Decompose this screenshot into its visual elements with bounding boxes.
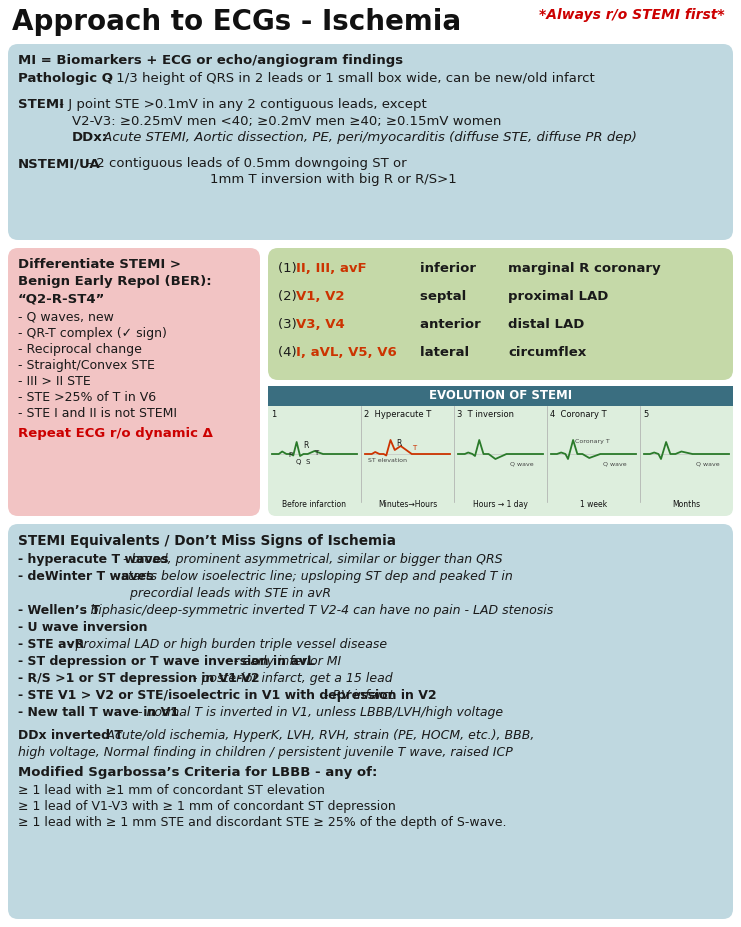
Text: (4): (4) — [278, 346, 301, 359]
Text: 1: 1 — [271, 410, 276, 419]
Text: Hours → 1 day: Hours → 1 day — [473, 500, 528, 509]
FancyBboxPatch shape — [8, 524, 733, 919]
Text: “Q2-R-ST4”: “Q2-R-ST4” — [18, 292, 105, 305]
Text: - deWinter T waves: - deWinter T waves — [18, 570, 153, 583]
FancyBboxPatch shape — [268, 248, 733, 380]
Text: - STE avR: - STE avR — [18, 638, 84, 651]
Text: - early inferior MI: - early inferior MI — [230, 655, 341, 668]
Text: (1): (1) — [278, 262, 301, 275]
Text: R: R — [303, 441, 309, 450]
Text: 3  T inversion: 3 T inversion — [457, 410, 514, 419]
Text: - Straight/Convex STE: - Straight/Convex STE — [18, 359, 155, 372]
Text: marginal R coronary: marginal R coronary — [508, 262, 661, 275]
Text: - 1/3 height of QRS in 2 leads or 1 small box wide, can be new/old infarct: - 1/3 height of QRS in 2 leads or 1 smal… — [103, 72, 595, 85]
Text: Coronary T: Coronary T — [575, 439, 610, 444]
Text: ≥ 1 lead with ≥ 1 mm STE and discordant STE ≥ 25% of the depth of S-wave.: ≥ 1 lead with ≥ 1 mm STE and discordant … — [18, 816, 507, 829]
Text: 4  Coronary T: 4 Coronary T — [550, 410, 607, 419]
Text: V2-V3: ≥0.25mV men <40; ≥0.2mV men ≥40; ≥0.15mV women: V2-V3: ≥0.25mV men <40; ≥0.2mV men ≥40; … — [72, 115, 502, 128]
Text: Approach to ECGs - Ischemia: Approach to ECGs - Ischemia — [12, 8, 461, 36]
Text: - R/S >1 or ST depression in V1-V2: - R/S >1 or ST depression in V1-V2 — [18, 672, 259, 685]
Text: anterior: anterior — [420, 318, 490, 331]
Text: - 2 contiguous leads of 0.5mm downgoing ST or: - 2 contiguous leads of 0.5mm downgoing … — [83, 157, 407, 170]
Text: - proximal LAD or high burden triple vessel disease: - proximal LAD or high burden triple ves… — [64, 638, 388, 651]
Text: - J point STE >0.1mV in any 2 contiguous leads, except: - J point STE >0.1mV in any 2 contiguous… — [55, 98, 427, 111]
Text: precordial leads with STE in avR: precordial leads with STE in avR — [18, 587, 331, 600]
Text: I, aVL, V5, V6: I, aVL, V5, V6 — [296, 346, 396, 359]
Text: S: S — [305, 459, 310, 465]
Text: ≥ 1 lead with ≥1 mm of concordant ST elevation: ≥ 1 lead with ≥1 mm of concordant ST ele… — [18, 784, 325, 797]
Text: - STE >25% of T in V6: - STE >25% of T in V6 — [18, 391, 156, 404]
Text: - Wellen’s T: - Wellen’s T — [18, 604, 100, 617]
Text: 1mm T inversion with big R or R/S>1: 1mm T inversion with big R or R/S>1 — [210, 173, 456, 186]
Text: high voltage, Normal finding in children / persistent juvenile T wave, raised IC: high voltage, Normal finding in children… — [18, 746, 513, 759]
Text: (2): (2) — [278, 290, 301, 303]
Text: EVOLUTION OF STEMI: EVOLUTION OF STEMI — [429, 389, 572, 402]
Text: II, III, avF: II, III, avF — [296, 262, 367, 275]
Bar — [268, 386, 733, 406]
Text: Minutes→Hours: Minutes→Hours — [378, 500, 437, 509]
Text: Q wave: Q wave — [696, 461, 720, 466]
Text: Benign Early Repol (BER):: Benign Early Repol (BER): — [18, 275, 212, 288]
Text: ≥ 1 lead of V1-V3 with ≥ 1 mm of concordant ST depression: ≥ 1 lead of V1-V3 with ≥ 1 mm of concord… — [18, 800, 396, 813]
Text: - Reciprocal change: - Reciprocal change — [18, 343, 142, 356]
Text: - III > II STE: - III > II STE — [18, 375, 90, 388]
Text: 5: 5 — [643, 410, 648, 419]
Text: septal: septal — [420, 290, 485, 303]
Text: (3): (3) — [278, 318, 301, 331]
Text: Q wave: Q wave — [510, 461, 534, 466]
Text: V3, V4: V3, V4 — [296, 318, 345, 331]
Text: circumflex: circumflex — [508, 346, 586, 359]
Text: lateral: lateral — [420, 346, 483, 359]
Text: Q: Q — [296, 459, 302, 465]
Text: Acute STEMI, Aortic dissection, PE, peri/myocarditis (diffuse STE, diffuse PR de: Acute STEMI, Aortic dissection, PE, peri… — [99, 131, 637, 144]
Text: inferior: inferior — [420, 262, 485, 275]
Text: proximal LAD: proximal LAD — [508, 290, 608, 303]
Text: - biphasic/deep-symmetric inverted T V2-4 can have no pain - LAD stenosis: - biphasic/deep-symmetric inverted T V2-… — [79, 604, 554, 617]
Text: - New tall T wave in V1: - New tall T wave in V1 — [18, 706, 179, 719]
Text: T: T — [412, 445, 416, 451]
Text: Repeat ECG r/o dynamic Δ: Repeat ECG r/o dynamic Δ — [18, 427, 213, 440]
Text: - starts below isoelectric line; upsloping ST dep and peaked T in: - starts below isoelectric line; upslopi… — [109, 570, 513, 583]
Text: Q wave: Q wave — [602, 461, 626, 466]
Text: V1, V2: V1, V2 — [296, 290, 345, 303]
Text: -  Acute/old ischemia, HyperK, LVH, RVH, strain (PE, HOCM, etc.), BBB,: - Acute/old ischemia, HyperK, LVH, RVH, … — [90, 729, 534, 742]
Text: - QR-T complex (✓ sign): - QR-T complex (✓ sign) — [18, 327, 167, 340]
FancyBboxPatch shape — [268, 386, 733, 516]
Text: ST elevation: ST elevation — [368, 458, 408, 463]
Text: NSTEMI/UA: NSTEMI/UA — [18, 157, 101, 170]
Text: STEMI: STEMI — [18, 98, 64, 111]
Text: - broad, prominent asymmetrical, similar or bigger than QRS: - broad, prominent asymmetrical, similar… — [119, 553, 502, 566]
Text: MI = Biomarkers + ECG or echo/angiogram findings: MI = Biomarkers + ECG or echo/angiogram … — [18, 54, 403, 67]
Text: DDx:: DDx: — [72, 131, 108, 144]
Text: - hyperacute T waves: - hyperacute T waves — [18, 553, 168, 566]
Text: 1 week: 1 week — [580, 500, 607, 509]
Text: - posterior infarct, get a 15 lead: - posterior infarct, get a 15 lead — [190, 672, 393, 685]
Text: Before infarction: Before infarction — [282, 500, 347, 509]
Text: P: P — [288, 452, 293, 458]
Text: Modified Sgarbossa’s Criteria for LBBB - any of:: Modified Sgarbossa’s Criteria for LBBB -… — [18, 766, 377, 779]
Text: - normal T is inverted in V1, unless LBBB/LVH/high voltage: - normal T is inverted in V1, unless LBB… — [134, 706, 503, 719]
Text: - ST depression or T wave inversion in avL: - ST depression or T wave inversion in a… — [18, 655, 315, 668]
Text: 2  Hyperacute T: 2 Hyperacute T — [364, 410, 431, 419]
Text: Pathologic Q: Pathologic Q — [18, 72, 113, 85]
Text: T: T — [314, 450, 319, 456]
Text: - U wave inversion: - U wave inversion — [18, 621, 147, 634]
Text: - Q waves, new: - Q waves, new — [18, 311, 114, 324]
Text: R: R — [396, 439, 402, 448]
Text: - STE I and II is not STEMI: - STE I and II is not STEMI — [18, 407, 177, 420]
Text: DDx inverted T: DDx inverted T — [18, 729, 123, 742]
Text: STEMI Equivalents / Don’t Miss Signs of Ischemia: STEMI Equivalents / Don’t Miss Signs of … — [18, 534, 396, 548]
FancyBboxPatch shape — [8, 248, 260, 516]
Text: *Always r/o STEMI first*: *Always r/o STEMI first* — [539, 8, 725, 22]
Text: Months: Months — [672, 500, 700, 509]
FancyBboxPatch shape — [8, 44, 733, 240]
Text: - STE V1 > V2 or STE/isoelectric in V1 with depression in V2: - STE V1 > V2 or STE/isoelectric in V1 w… — [18, 689, 436, 702]
Text: distal LAD: distal LAD — [508, 318, 585, 331]
Text: - RV infarct: - RV infarct — [320, 689, 394, 702]
Text: Differentiate STEMI >: Differentiate STEMI > — [18, 258, 181, 271]
